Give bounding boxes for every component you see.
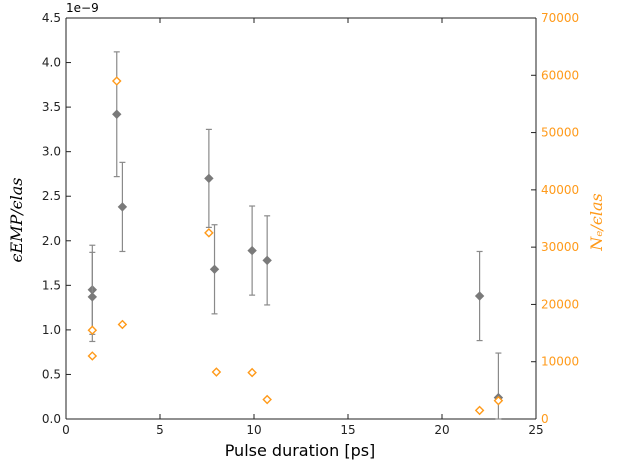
data-point-right — [474, 405, 485, 416]
y-left-tick-label: 4.0 — [42, 56, 61, 70]
data-point-right — [247, 367, 257, 378]
y-left-tick-label: 3.0 — [42, 145, 61, 159]
x-tick-label: 5 — [156, 423, 164, 437]
y-left-tick-label: 0.0 — [42, 412, 61, 426]
y-left-tick-label: 1.5 — [42, 278, 61, 292]
data-point-right — [111, 76, 122, 86]
y-right-tick-label: 50000 — [541, 126, 579, 140]
data-point-right — [493, 395, 504, 406]
y-axis-left-label: ϵEMP/ϵlas — [7, 177, 26, 262]
y-left-tick-label: 4.5 — [42, 11, 61, 25]
data-point-left — [474, 291, 485, 301]
plot-area — [65, 17, 537, 420]
x-axis: 0 5 10 15 20 25 — [62, 18, 544, 437]
x-tick-label: 20 — [434, 423, 449, 437]
data-point-left — [204, 173, 214, 184]
y-left-tick-label: 0.5 — [42, 367, 61, 381]
x-tick-label: 10 — [246, 423, 261, 437]
data-point-right — [204, 228, 214, 238]
data-point-left — [87, 292, 98, 302]
left-axis-offset-label: 1e−9 — [66, 1, 99, 15]
data-point-right — [117, 319, 128, 330]
y-left-tick-label: 2.0 — [42, 234, 61, 248]
data-point-left — [247, 245, 257, 256]
x-axis-label: Pulse duration [ps] — [225, 441, 376, 460]
data-point-right — [262, 394, 272, 405]
y-left-tick-label: 1.0 — [42, 323, 61, 337]
data-point-right — [87, 325, 98, 335]
y-axis-left: 0.0 0.5 1.0 1.5 2.0 2.5 3.0 3.5 4.0 4.5 — [42, 11, 71, 426]
y-right-tick-label: 10000 — [541, 355, 579, 369]
x-tick-label: 25 — [528, 423, 543, 437]
y-right-tick-label: 40000 — [541, 183, 579, 197]
series-right — [87, 76, 504, 416]
y-right-tick-label: 70000 — [541, 11, 579, 25]
series-left — [87, 51, 504, 420]
data-point-left — [112, 109, 122, 119]
data-point-left — [262, 255, 272, 266]
y-axis-right: 0 10000 20000 30000 40000 50000 60000 70000 — [531, 11, 579, 426]
y-right-tick-label: 30000 — [541, 240, 579, 254]
y-right-tick-label: 0 — [541, 412, 549, 426]
y-left-tick-label: 2.5 — [42, 189, 61, 203]
x-tick-label: 0 — [62, 423, 70, 437]
data-point-left — [209, 264, 220, 275]
data-point-right — [87, 351, 98, 361]
data-point-right — [211, 367, 222, 377]
x-tick-label: 15 — [340, 423, 355, 437]
y-right-tick-label: 60000 — [541, 68, 579, 82]
y-axis-right-label: Nₑ/ϵlas — [587, 193, 606, 251]
data-point-left — [117, 202, 128, 212]
y-left-tick-label: 3.5 — [42, 100, 61, 114]
y-right-tick-label: 20000 — [541, 297, 579, 311]
